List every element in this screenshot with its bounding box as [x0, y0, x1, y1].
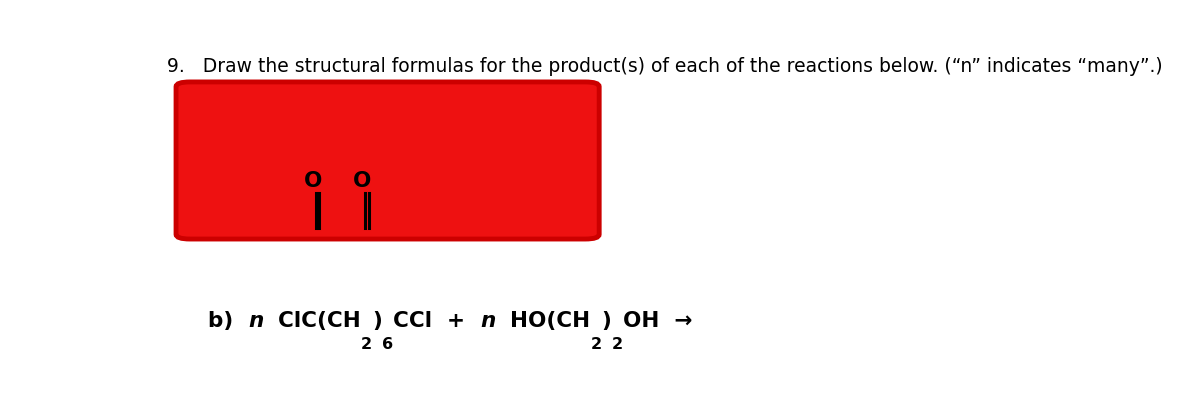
- Text: n: n: [480, 311, 496, 331]
- Text: 2: 2: [612, 337, 623, 352]
- Text: 9.   Draw the structural formulas for the product(s) of each of the reactions be: 9. Draw the structural formulas for the …: [167, 57, 1163, 76]
- Text: 6: 6: [382, 337, 394, 352]
- Text: n: n: [248, 311, 263, 331]
- Text: 2: 2: [590, 337, 601, 352]
- Text: 2: 2: [361, 337, 372, 352]
- Text: ): ): [372, 311, 382, 331]
- Text: b): b): [208, 311, 248, 331]
- Text: O: O: [304, 171, 322, 191]
- Text: OH  →: OH →: [623, 311, 692, 331]
- FancyBboxPatch shape: [176, 82, 599, 239]
- Text: ): ): [601, 311, 612, 331]
- Text: O: O: [353, 171, 371, 191]
- Text: CCl  +: CCl +: [394, 311, 480, 331]
- Text: ClC(CH: ClC(CH: [263, 311, 361, 331]
- Text: HO(CH: HO(CH: [496, 311, 590, 331]
